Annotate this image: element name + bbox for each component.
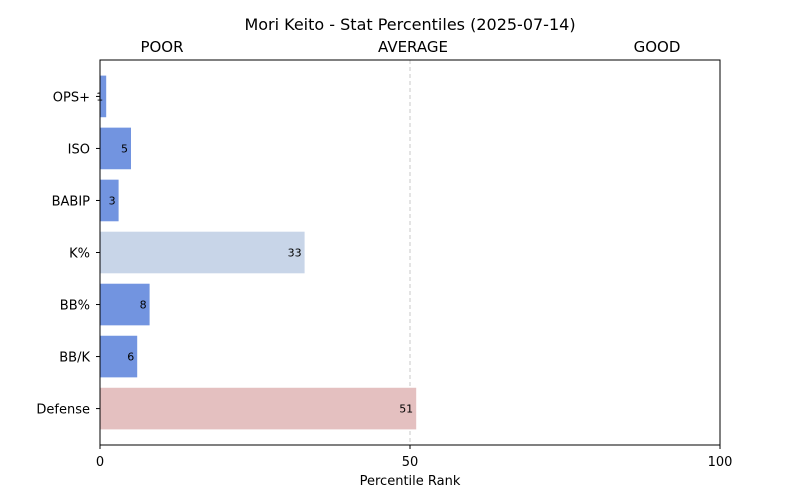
bar-k [100,231,305,274]
bar-value-k: 33 [288,247,302,260]
y-tick-label-ops: OPS+ [53,90,90,105]
y-tick-labels: OPS+ ISO BABIP K% BB% BB/K Defense [36,90,100,418]
bar-value-defense: 51 [399,403,413,416]
bar-ops [100,75,107,118]
x-tick-label-50: 50 [402,455,419,470]
bar-value-bb-k: 6 [127,351,134,364]
bar-babip [100,179,119,222]
y-tick-label-iso: ISO [68,142,90,157]
bar-bb [100,283,150,326]
zone-labels: POOR AVERAGE GOOD [140,38,680,56]
zone-label-average: AVERAGE [378,38,448,56]
bar-value-iso: 5 [121,142,128,155]
bars-group: 153338651 [96,75,417,430]
plot-frame [99,59,721,446]
x-tick-label-0: 0 [96,455,104,470]
y-tick-label-k: K% [69,247,90,262]
y-tick-label-babip: BABIP [52,194,91,209]
bar-value-bb: 8 [140,299,147,312]
bar-defense [100,387,417,430]
bar-value-babip: 3 [109,194,116,207]
y-tick-label-defense: Defense [36,403,90,418]
x-tick-label-100: 100 [708,455,733,470]
zone-label-good: GOOD [634,38,681,56]
y-tick-label-bb: BB% [60,299,90,314]
zone-label-poor: POOR [140,38,183,56]
bar-iso [100,127,131,170]
y-tick-label-bb-k: BB/K [59,351,90,366]
x-axis-label: Percentile Rank [360,474,461,489]
x-tick-labels: 0 50 100 [96,445,733,470]
bar-bb-k [100,335,138,378]
chart-title: Mori Keito - Stat Percentiles (2025-07-1… [244,15,575,34]
